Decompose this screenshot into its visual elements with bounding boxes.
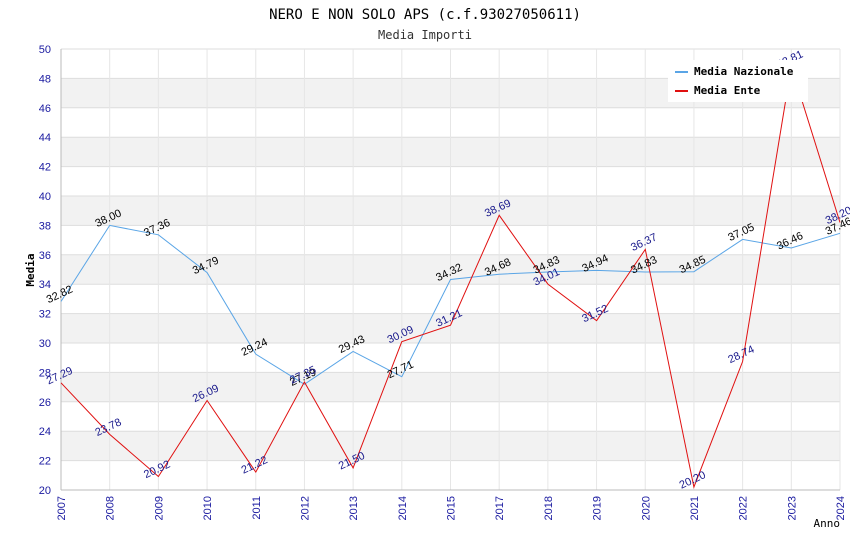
x-tick-label: 2012 <box>299 496 311 520</box>
x-tick-label: 2018 <box>543 496 555 520</box>
chart-title: NERO E NON SOLO APS (c.f.93027050611) <box>269 7 581 23</box>
series-line-media-nazionale <box>60 224 841 385</box>
data-label: 28.74 <box>726 344 756 367</box>
x-tick-label: 2011 <box>251 496 263 520</box>
x-tick-label: 2021 <box>689 496 701 520</box>
y-tick-label: 30 <box>39 338 51 350</box>
data-label: 36.46 <box>775 230 805 253</box>
x-tick-label: 2014 <box>397 496 409 520</box>
y-tick-label: 40 <box>39 191 51 203</box>
axes <box>60 49 840 491</box>
y-tick-label: 22 <box>39 456 51 468</box>
x-tick-label: 2024 <box>835 496 847 520</box>
legend-label-media-ente: Media Ente <box>694 84 761 97</box>
legend-box <box>668 60 808 102</box>
y-tick-label: 42 <box>39 162 51 174</box>
x-tick-label: 2020 <box>640 496 652 520</box>
y-tick-label: 20 <box>39 485 51 497</box>
y-tick-label: 50 <box>39 44 51 56</box>
x-tick-label: 2008 <box>105 496 117 520</box>
y-tick-label: 46 <box>39 103 51 115</box>
y-tick-label: 44 <box>39 132 51 144</box>
x-tick-label: 2023 <box>786 496 798 520</box>
series-lines <box>60 66 841 489</box>
y-tick-label: 34 <box>39 279 51 291</box>
data-label: 20.20 <box>678 469 708 492</box>
x-tick-label: 2022 <box>738 496 750 520</box>
x-tick-label: 2013 <box>348 496 360 520</box>
chart-subtitle: Media Importi <box>378 28 472 42</box>
y-tick-label: 28 <box>39 367 51 379</box>
x-tick-labels: 2007 2008 2009 2010 2011 2012 2013 2014 2015 2017… <box>56 496 847 520</box>
x-tick-label: 2009 <box>153 496 165 520</box>
y-tick-label: 26 <box>39 397 51 409</box>
series-line-media-ente <box>60 66 841 489</box>
y-tick-labels: 20 22 24 26 28 30 32 34 36 38 40 42 44 46 48 50 <box>39 44 51 497</box>
y-axis-label: Media <box>24 253 37 286</box>
data-label: 20.92 <box>142 459 172 482</box>
x-axis-label: Anno <box>814 517 841 530</box>
y-tick-label: 38 <box>39 220 51 232</box>
x-tick-label: 2010 <box>202 496 214 520</box>
y-tick-label: 24 <box>39 426 51 438</box>
x-tick-label: 2007 <box>56 496 68 520</box>
y-tick-label: 48 <box>39 73 51 85</box>
y-tick-label: 32 <box>39 309 51 321</box>
x-tick-label: 2019 <box>592 496 604 520</box>
legend-label-media-nazionale: Media Nazionale <box>694 65 794 78</box>
legend: Media Nazionale Media Ente <box>668 60 808 102</box>
x-tick-label: 2017 <box>494 496 506 520</box>
y-tick-label: 36 <box>39 250 51 262</box>
x-tick-label: 2015 <box>446 496 458 520</box>
